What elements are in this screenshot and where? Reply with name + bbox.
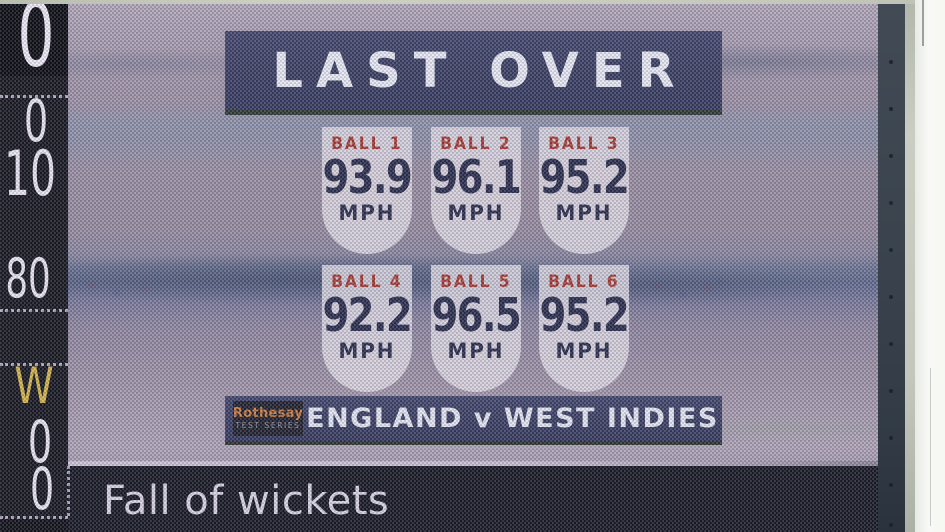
fall-of-wickets-panel: Fall of wickets bbox=[68, 466, 878, 532]
sponsor-name: Rothesay bbox=[232, 406, 304, 422]
ball-2-unit: MPH bbox=[447, 200, 505, 225]
ball-5-speed: 96.5 bbox=[431, 288, 522, 342]
ball-1-speed: 93.9 bbox=[322, 150, 413, 204]
ball-2-label: BALL 2 bbox=[440, 134, 512, 154]
score-value: 0 bbox=[23, 87, 49, 155]
wall-background bbox=[915, 0, 945, 532]
score-value: 10 bbox=[3, 137, 57, 210]
score-divider bbox=[0, 95, 68, 98]
ball-6-shield: BALL 6 95.2 MPH bbox=[539, 265, 630, 392]
ball-5-shield: BALL 5 96.5 MPH bbox=[431, 265, 522, 392]
screen-frame-edge bbox=[905, 0, 915, 532]
score-column-footer bbox=[0, 519, 68, 532]
ball-1-shield: BALL 1 93.9 MPH bbox=[322, 127, 413, 254]
ball-5-label: BALL 5 bbox=[440, 272, 512, 292]
fall-of-wickets-caption: Fall of wickets bbox=[103, 478, 390, 524]
ball-4-shield: BALL 4 92.2 MPH bbox=[322, 265, 413, 392]
cable-line bbox=[922, 0, 924, 46]
score-value: 0 bbox=[17, 0, 55, 87]
wicket-indicator: W bbox=[14, 357, 54, 415]
ball-1-unit: MPH bbox=[338, 200, 396, 225]
sponsor-logo: Rothesay TEST SERIES bbox=[233, 401, 303, 436]
score-value: 80 bbox=[5, 247, 51, 310]
cable-line bbox=[930, 368, 931, 526]
ball-2-shield: BALL 2 96.1 MPH bbox=[431, 127, 522, 254]
last-over-title: LAST OVER bbox=[272, 42, 688, 99]
screen-frame bbox=[878, 0, 905, 532]
score-value: 0 bbox=[29, 455, 55, 523]
sponsor-series: TEST SERIES bbox=[235, 421, 301, 431]
last-over-banner: LAST OVER bbox=[225, 31, 722, 115]
score-column: 0 0 10 80 W 0 0 bbox=[0, 0, 73, 532]
ball-5-unit: MPH bbox=[447, 338, 505, 363]
screen-bottom-separator bbox=[68, 461, 878, 466]
ball-1-label: BALL 1 bbox=[331, 134, 403, 154]
ball-3-shield: BALL 3 95.2 MPH bbox=[539, 127, 630, 254]
score-divider bbox=[0, 516, 73, 519]
match-banner: Rothesay TEST SERIES ENGLAND v WEST INDI… bbox=[225, 396, 722, 445]
screen-top-edge bbox=[0, 0, 915, 4]
ball-3-label: BALL 3 bbox=[548, 134, 620, 154]
ball-3-speed: 95.2 bbox=[539, 150, 630, 204]
score-value: 0 bbox=[27, 408, 53, 476]
ball-2-speed: 96.1 bbox=[431, 150, 522, 204]
ball-4-unit: MPH bbox=[338, 338, 396, 363]
match-title: ENGLAND v WEST INDIES bbox=[306, 403, 719, 434]
score-divider bbox=[0, 363, 68, 366]
score-divider bbox=[0, 309, 68, 312]
frame-bolts bbox=[889, 60, 893, 64]
ball-4-speed: 92.2 bbox=[322, 288, 413, 342]
score-column-divider bbox=[67, 466, 70, 516]
ball-6-speed: 95.2 bbox=[539, 288, 630, 342]
ball-3-unit: MPH bbox=[555, 200, 613, 225]
ball-6-label: BALL 6 bbox=[548, 272, 620, 292]
ball-4-label: BALL 4 bbox=[331, 272, 403, 292]
score-cell-top bbox=[0, 2, 68, 76]
ball-6-unit: MPH bbox=[555, 338, 613, 363]
